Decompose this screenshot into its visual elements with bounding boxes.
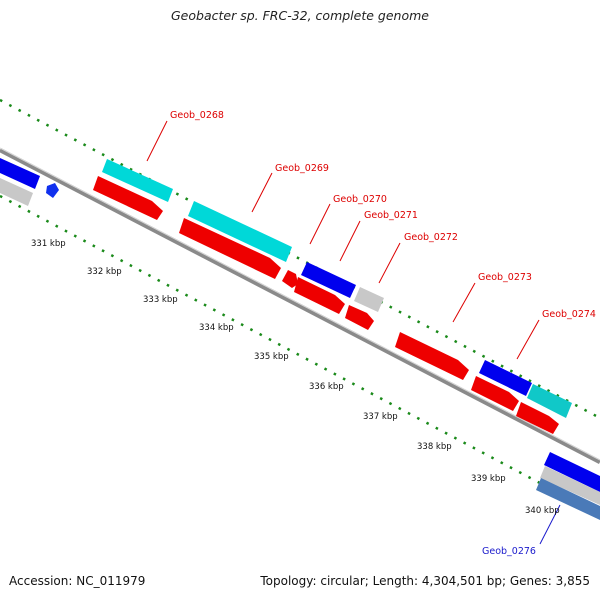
gene-small-blue[interactable] <box>46 183 59 198</box>
kbp-label: 339 kbp <box>471 474 506 484</box>
gene-reverse-0274a[interactable] <box>471 376 519 411</box>
kbp-label: 331 kbp <box>31 239 66 249</box>
kbp-label: 332 kbp <box>87 267 122 277</box>
accession-text: Accession: NC_011979 <box>9 574 146 588</box>
gene-reverse-0269[interactable] <box>179 218 281 279</box>
gene-other-right[interactable] <box>540 466 600 505</box>
label-connectors <box>146 120 561 545</box>
topology-text: Topology: circular; Length: 4,304,501 bp… <box>260 574 590 588</box>
kbp-label: 336 kbp <box>309 382 344 392</box>
gene-label[interactable]: Geob_0276 <box>482 546 536 557</box>
kbp-label: 335 kbp <box>254 352 289 362</box>
kbp-label: 338 kbp <box>417 442 452 452</box>
gene-other-0271[interactable] <box>354 287 384 312</box>
forward-track <box>0 158 600 520</box>
kbp-label: 340 kbp <box>525 506 560 516</box>
gene-forward-left[interactable] <box>0 158 40 189</box>
map-title: Geobacter sp. FRC-32, complete genome <box>171 8 429 23</box>
gene-forward-0274[interactable] <box>479 360 532 396</box>
gene-reverse-0273[interactable] <box>395 332 469 380</box>
genome-backbone <box>0 148 600 464</box>
gene-steel-0276[interactable] <box>536 478 600 520</box>
kbp-label: 333 kbp <box>143 295 178 305</box>
kbp-label: 337 kbp <box>363 412 398 422</box>
gene-forward-right[interactable] <box>544 452 600 492</box>
genome-backbone-highlight <box>0 147 600 461</box>
gene-reverse-0270[interactable] <box>294 277 345 314</box>
gene-rna-0274[interactable] <box>527 384 572 418</box>
gene-reverse-0268[interactable] <box>93 176 163 220</box>
reverse-track <box>93 176 559 434</box>
gene-label[interactable]: Geob_0268 <box>170 110 224 121</box>
gene-label[interactable]: Geob_0269 <box>275 163 329 174</box>
gene-label[interactable]: Geob_0274 <box>542 309 596 320</box>
gene-rna-0268[interactable] <box>102 159 173 202</box>
gene-other-left[interactable] <box>0 178 33 206</box>
inner-tick-ring <box>0 194 600 517</box>
gene-labels: Geob_0268 Geob_0269 Geob_0270 Geob_0271 … <box>170 110 596 557</box>
gene-reverse-0271[interactable] <box>345 305 374 330</box>
kbp-label: 334 kbp <box>199 323 234 333</box>
gene-forward-0270[interactable] <box>301 262 356 298</box>
gene-label[interactable]: Geob_0273 <box>478 272 532 283</box>
gene-reverse-small[interactable] <box>282 270 298 288</box>
gene-rna-0269[interactable] <box>188 201 292 262</box>
scale-labels: 331 kbp 332 kbp 333 kbp 334 kbp 335 kbp … <box>31 239 560 516</box>
gene-label[interactable]: Geob_0270 <box>333 194 387 205</box>
outer-tick-ring <box>0 98 600 420</box>
gene-reverse-0274b[interactable] <box>516 402 559 434</box>
gene-label[interactable]: Geob_0272 <box>404 232 458 243</box>
gene-label[interactable]: Geob_0271 <box>364 210 418 221</box>
